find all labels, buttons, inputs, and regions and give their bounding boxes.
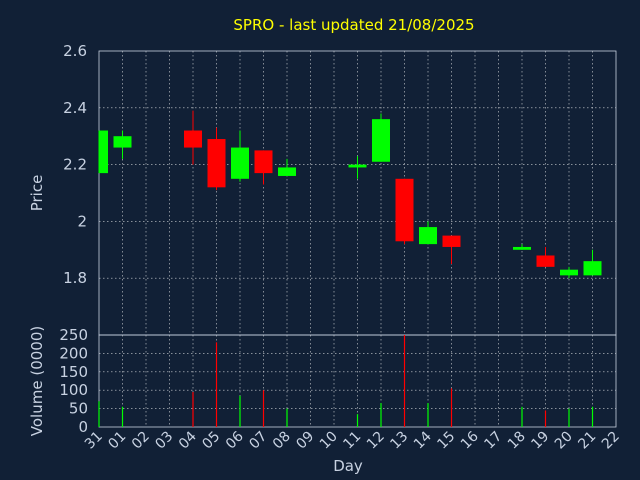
x-tick-label: 01 <box>105 429 129 453</box>
price-ticks: 2.6 2.4 2.2 2 1.8 <box>63 42 87 287</box>
volume-tick-label: 200 <box>59 344 88 362</box>
x-tick-label: 04 <box>176 428 200 452</box>
volume-grid <box>99 335 616 427</box>
volume-bars <box>98 335 594 427</box>
x-tick-label: 17 <box>481 429 505 453</box>
x-tick-label: 11 <box>340 429 364 453</box>
candle-down <box>184 130 202 148</box>
candle-down <box>207 139 226 188</box>
candle-up <box>372 119 390 162</box>
x-tick-label: 02 <box>129 429 153 453</box>
x-tick-label: 07 <box>246 429 270 453</box>
candle-down <box>536 255 555 267</box>
candle-down <box>254 150 273 174</box>
volume-tick-label: 100 <box>59 381 88 399</box>
x-tick-label: 16 <box>458 428 482 452</box>
x-tick-label: 22 <box>599 429 623 453</box>
candle-up <box>113 136 132 148</box>
candle-up <box>278 167 296 176</box>
volume-tick-label: 150 <box>59 363 88 381</box>
price-tick-label: 2 <box>77 212 87 230</box>
x-tick-label: 06 <box>223 428 247 452</box>
chart-title: SPRO - last updated 21/08/2025 <box>233 16 474 34</box>
volume-axis-label: Volume (0000) <box>28 326 46 436</box>
candle-up <box>99 130 108 174</box>
x-axis-label: Day <box>333 457 363 475</box>
x-axis-ticks: 31 01 02 03 04 05 06 07 08 09 10 11 12 13 14 15 16 17 18 19… <box>82 428 623 452</box>
volume-tick-label: 50 <box>69 400 88 418</box>
candles <box>98 110 602 279</box>
price-tick-label: 2.2 <box>63 156 87 174</box>
candle-up <box>583 261 602 276</box>
x-tick-label: 21 <box>575 429 599 453</box>
x-tick-label: 10 <box>317 429 341 453</box>
volume-tick-label: 250 <box>59 326 88 344</box>
price-grid <box>99 51 616 335</box>
volume-tick-label: 0 <box>78 418 88 436</box>
price-axis-label: Price <box>28 175 46 212</box>
volume-plot-frame <box>98 334 617 428</box>
price-tick-label: 2.4 <box>63 99 87 117</box>
x-tick-label: 12 <box>364 429 388 453</box>
candle-up <box>513 246 531 250</box>
candle-up <box>419 227 437 245</box>
x-tick-label: 14 <box>411 428 435 452</box>
candle-up <box>348 164 367 168</box>
x-tick-label: 15 <box>434 429 458 453</box>
x-tick-label: 08 <box>270 429 294 453</box>
price-tick-label: 2.6 <box>63 42 87 60</box>
x-tick-label: 20 <box>552 429 576 453</box>
x-tick-label: 13 <box>387 429 411 453</box>
candle-down <box>442 235 461 247</box>
x-tick-label: 09 <box>293 429 317 453</box>
candle-up <box>560 269 578 276</box>
x-tick-label: 03 <box>152 429 176 453</box>
candle-down <box>395 178 414 242</box>
candle-up <box>231 147 249 179</box>
x-tick-label: 18 <box>505 429 529 453</box>
x-tick-label: 05 <box>199 429 223 453</box>
x-tick-label: 19 <box>528 429 552 453</box>
price-tick-label: 1.8 <box>63 269 87 287</box>
